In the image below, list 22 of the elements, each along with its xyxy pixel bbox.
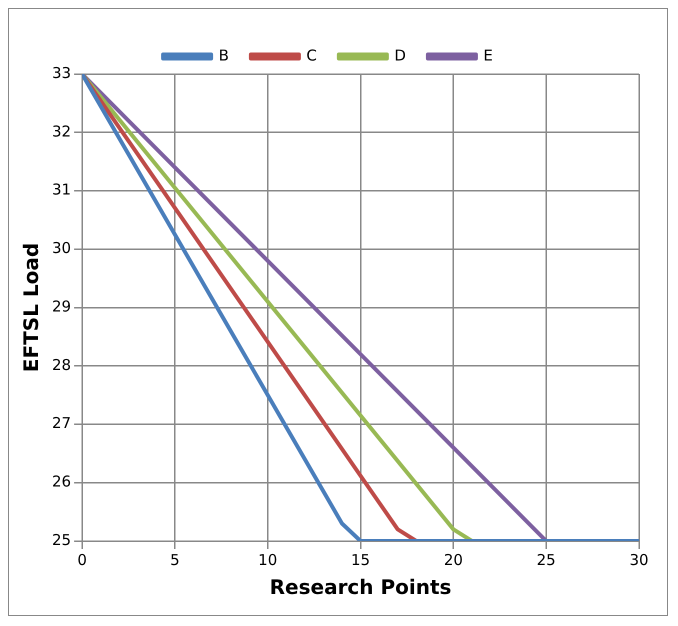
- y-tick-label: 31: [52, 180, 72, 199]
- y-tick-label: 25: [52, 530, 72, 549]
- x-tick-label: 0: [77, 550, 87, 569]
- x-tick-label: 5: [170, 550, 180, 569]
- legend-label: B: [218, 46, 229, 64]
- y-tick-label: 32: [52, 122, 72, 140]
- x-tick-label: 10: [258, 550, 278, 569]
- legend-label: D: [394, 46, 406, 64]
- y-tick-label: 26: [52, 472, 72, 491]
- x-tick-label: 30: [629, 550, 649, 569]
- legend-label: C: [306, 46, 317, 64]
- y-tick-label: 28: [52, 356, 72, 374]
- x-tick-label: 15: [350, 550, 370, 569]
- x-tick-label: 20: [444, 550, 463, 569]
- x-axis-title: Research Points: [270, 575, 452, 600]
- y-tick-label: 30: [52, 239, 72, 258]
- x-tick-label: 25: [536, 550, 556, 569]
- y-tick-label: 29: [52, 297, 72, 316]
- legend-label: E: [483, 46, 493, 64]
- y-axis-title: EFTSL Load: [19, 242, 44, 372]
- y-tick-label: 27: [52, 414, 72, 432]
- y-tick-label: 33: [52, 64, 72, 82]
